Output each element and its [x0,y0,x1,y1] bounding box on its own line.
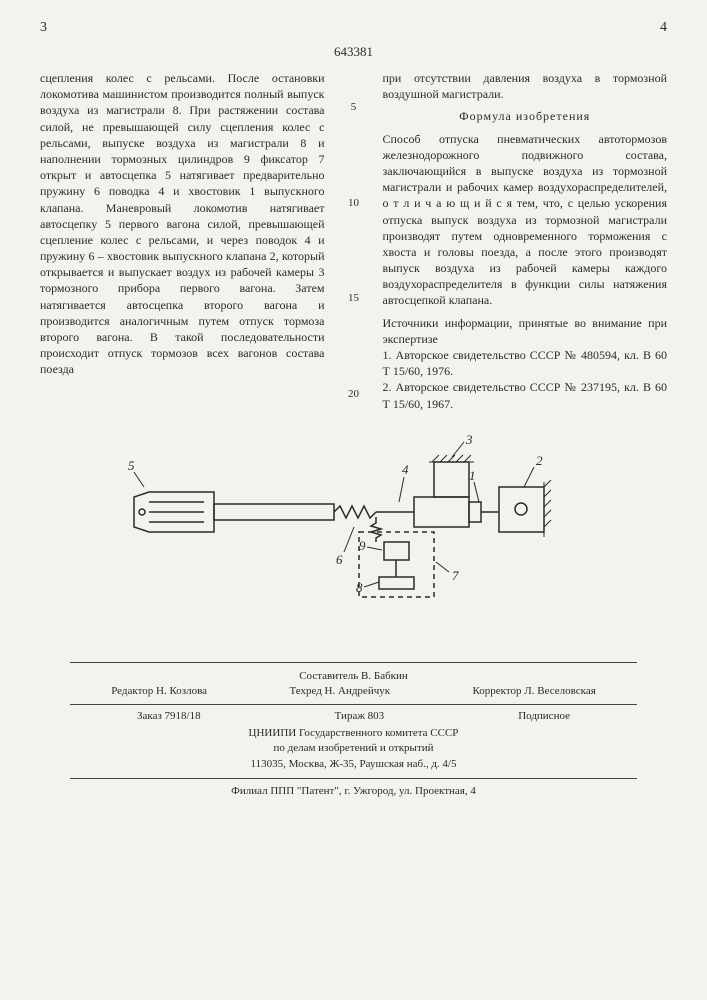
diagram-label-5: 5 [128,458,135,473]
sources-title: Источники информации, принятые во вниман… [383,315,668,347]
right-column: при отсутствии давления воздуха в тормоз… [383,70,668,412]
footer-block: Составитель В. Бабкин Редактор Н. Козлов… [70,662,637,779]
order-number: Заказ 7918/18 [137,709,201,724]
line-mark: 15 [345,291,363,306]
org-address: 113035, Москва, Ж-35, Раушская наб., д. … [70,757,637,772]
diagram-label-7: 7 [452,568,459,583]
line-mark: 5 [345,100,363,115]
page-header: 3 4 [40,20,667,36]
subscription: Подписное [518,709,570,724]
org-line-1: ЦНИИПИ Государственного комитета СССР [70,726,637,741]
page-num-left: 3 [40,20,47,36]
filial-line: Филиал ППП "Патент", г. Ужгород, ул. Про… [40,785,667,797]
editor: Редактор Н. Козлова [111,684,207,699]
formula-title: Формула изобретения [383,108,668,124]
source-1: 1. Авторское свидетельство СССР № 480594… [383,347,668,379]
diagram-label-6: 6 [336,552,343,567]
diagram-label-3: 3 [465,432,473,447]
tirazh: Тираж 803 [335,709,385,724]
compiler: Составитель В. Бабкин [70,669,637,684]
diagram-label-2: 2 [536,453,543,468]
diagram-label-9: 9 [359,538,366,553]
tech-editor: Техред Н. Андрейчук [289,684,390,699]
line-numbers: 5 10 15 20 [345,70,363,412]
line-mark: 20 [345,387,363,402]
diagram-label-8: 8 [356,580,363,595]
page-num-right: 4 [660,20,667,36]
formula-text: Способ отпуска пневматических автотормоз… [383,131,668,309]
source-2: 2. Авторское свидетельство СССР № 237195… [383,379,668,411]
diagram-label-1: 1 [469,468,476,483]
diagram-label-4: 4 [402,462,409,477]
corrector: Корректор Л. Веселовская [473,684,596,699]
document-number: 643381 [40,44,667,60]
technical-diagram: 5 6 4 3 1 2 7 8 9 [104,432,604,632]
left-column: сцепления колес с рельсами. После остано… [40,70,325,412]
line-mark: 10 [345,196,363,211]
text-columns: сцепления колес с рельсами. После остано… [40,70,667,412]
right-intro: при отсутствии давления воздуха в тормоз… [383,70,668,102]
org-line-2: по делам изобретений и открытий [70,741,637,756]
